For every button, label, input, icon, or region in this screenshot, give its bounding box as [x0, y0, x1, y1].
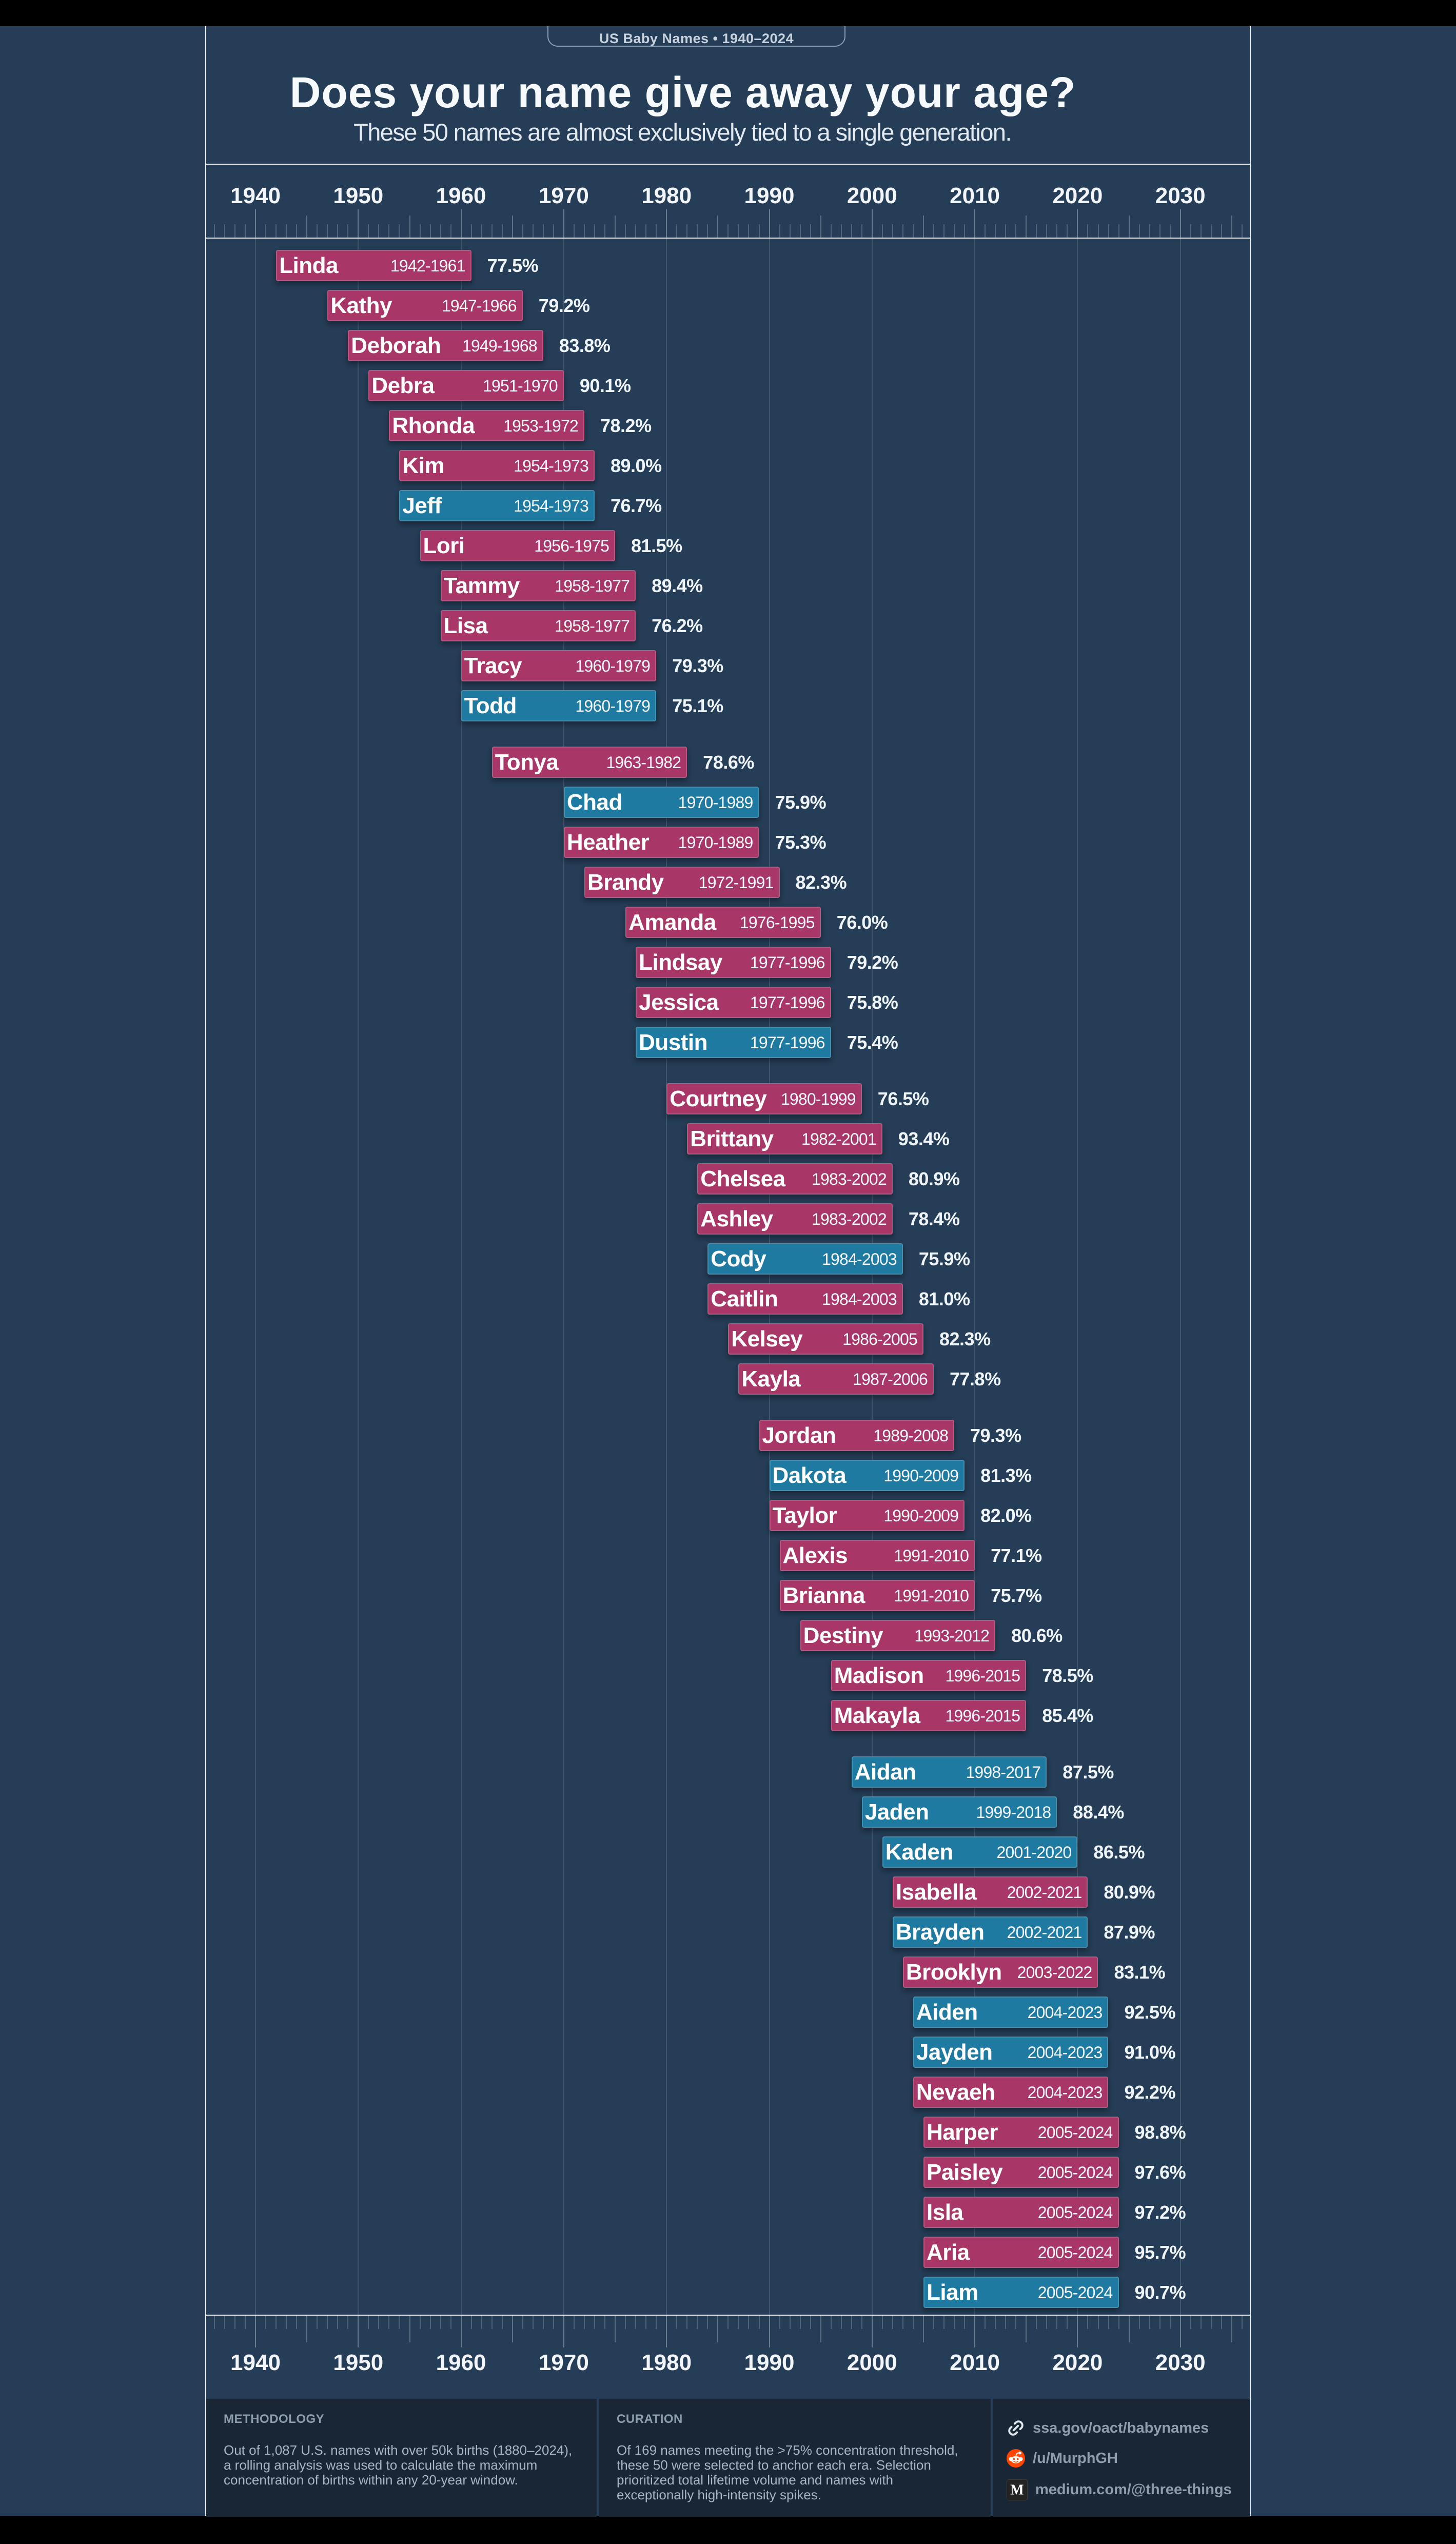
- svg-text:M: M: [1010, 2482, 1024, 2498]
